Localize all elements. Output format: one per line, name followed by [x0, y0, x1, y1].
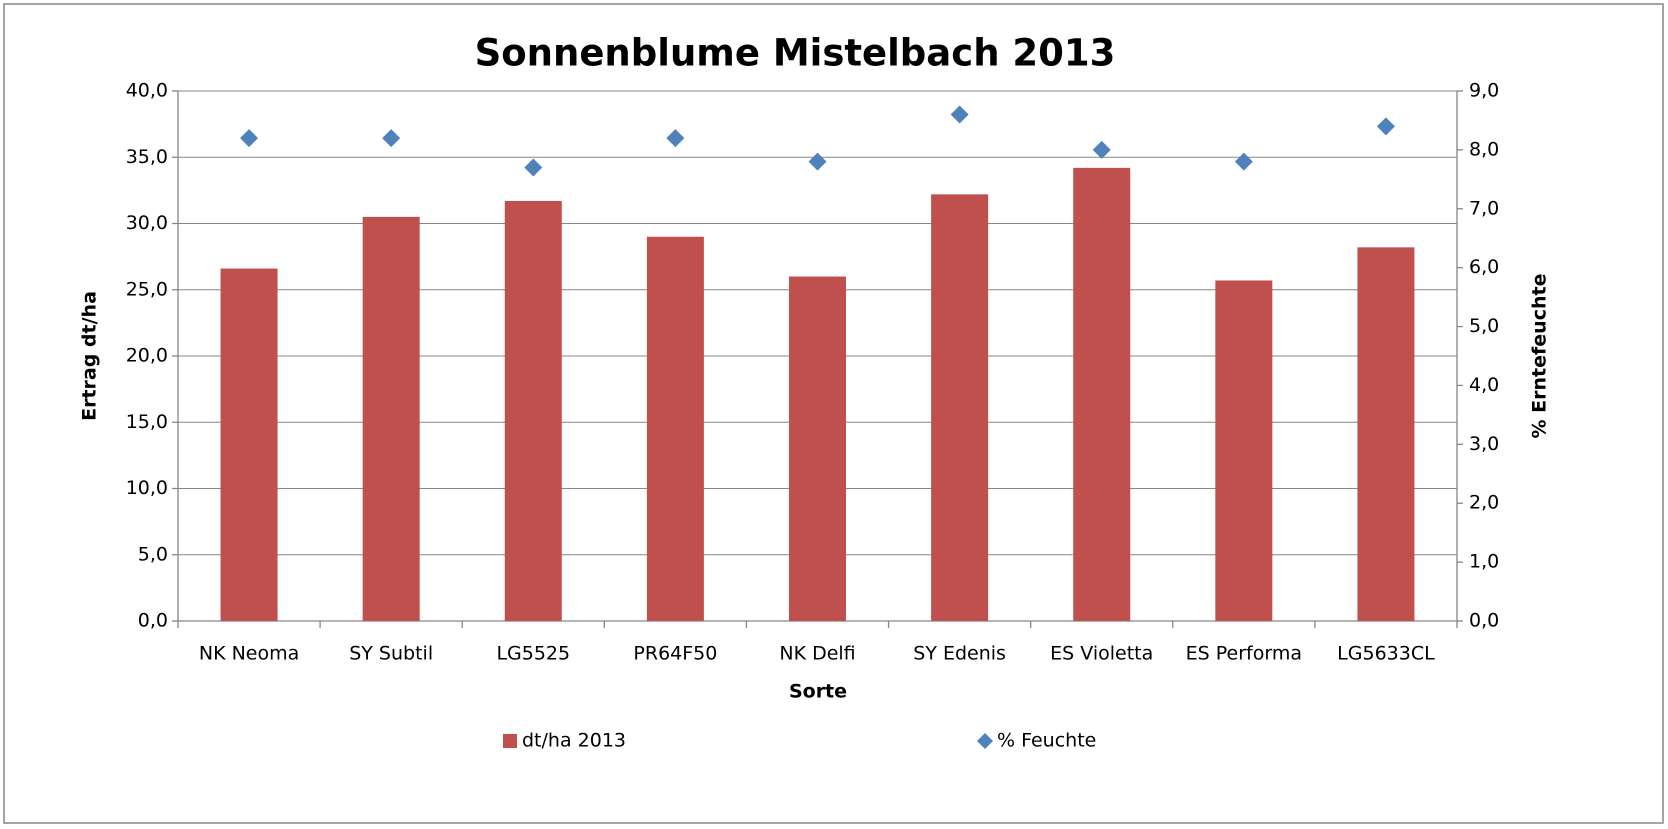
x-tick-label: NK Neoma [199, 643, 299, 665]
x-tick-label: LG5633CL [1337, 643, 1435, 665]
legend-label: dt/ha 2013 [522, 730, 626, 752]
y-tick-label: 15,0 [126, 411, 168, 433]
marker [240, 129, 259, 148]
y2-tick-label: 4,0 [1469, 374, 1499, 396]
x-tick-label: PR64F50 [633, 643, 717, 665]
y-tick-label: 25,0 [126, 278, 168, 300]
bar [646, 236, 704, 621]
legend-label: % Feuchte [997, 730, 1096, 752]
marker [382, 129, 401, 148]
x-tick-label: SY Edenis [913, 643, 1006, 665]
bar [220, 268, 278, 621]
marker [1092, 140, 1111, 159]
marker [950, 105, 969, 124]
marker [1376, 117, 1395, 136]
marker [1234, 152, 1253, 171]
y-tick-label: 10,0 [126, 477, 168, 499]
y-tick-label: 40,0 [126, 80, 168, 102]
y2-tick-label: 5,0 [1469, 315, 1499, 337]
y2-axis-label: % Erntefeuchte [1529, 274, 1551, 439]
marker [524, 158, 543, 177]
bar [789, 276, 846, 621]
x-tick-label: ES Violetta [1050, 643, 1153, 665]
x-tick-label: ES Performa [1186, 643, 1302, 665]
bar [1357, 247, 1415, 621]
y-tick-label: 20,0 [126, 345, 168, 367]
y2-tick-label: 2,0 [1469, 492, 1499, 514]
y-axis-label: Ertrag dt/ha [79, 291, 101, 421]
y-tick-label: 0,0 [138, 610, 168, 632]
x-tick-label: LG5525 [496, 643, 570, 665]
y-tick-label: 35,0 [126, 146, 168, 168]
chart-title: Sonnenblume Mistelbach 2013 [475, 32, 1116, 75]
legend-swatch [503, 734, 517, 748]
legend-swatch [977, 733, 993, 749]
y-tick-label: 5,0 [138, 543, 168, 565]
y2-tick-label: 1,0 [1469, 551, 1499, 573]
y2-tick-label: 3,0 [1469, 433, 1499, 455]
bar [504, 200, 562, 621]
marker [666, 129, 685, 148]
bar [931, 194, 989, 621]
bar [1073, 167, 1131, 621]
x-tick-label: NK Delfi [779, 643, 855, 665]
y2-tick-label: 0,0 [1469, 610, 1499, 632]
bar [1215, 280, 1273, 621]
y2-tick-label: 6,0 [1469, 256, 1499, 278]
y2-tick-label: 7,0 [1469, 197, 1499, 219]
marker [808, 152, 827, 171]
x-tick-label: SY Subtil [349, 643, 433, 665]
bar [362, 216, 420, 621]
y2-tick-label: 9,0 [1469, 80, 1499, 102]
x-axis-label: Sorte [789, 681, 847, 703]
y2-tick-label: 8,0 [1469, 138, 1499, 160]
y-tick-label: 30,0 [126, 212, 168, 234]
